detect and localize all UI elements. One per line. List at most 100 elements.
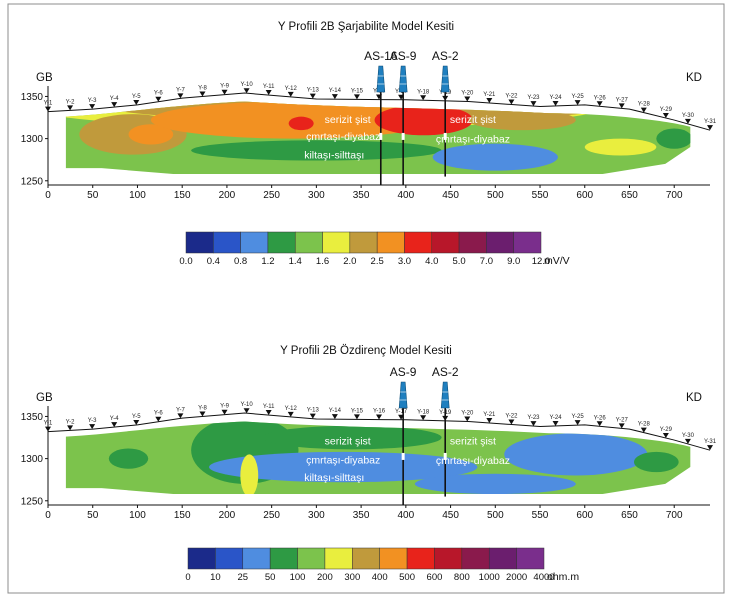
well-marker — [379, 132, 383, 140]
colorbar-swatch — [297, 547, 326, 570]
colorbar-tick-label: 0.4 — [207, 256, 220, 267]
well-label: AS-16 — [364, 49, 398, 63]
x-tick-label: 50 — [87, 510, 99, 521]
colorbar-swatch — [516, 547, 545, 570]
lithology-label: serizit şist — [450, 114, 496, 126]
station-marker — [67, 105, 74, 111]
station-marker — [243, 88, 250, 94]
region-orange-left — [128, 124, 174, 145]
colorbar-swatch — [376, 231, 405, 254]
y-tick-label: 1250 — [21, 176, 44, 187]
station-marker — [618, 103, 625, 109]
station-label: Y-14 — [329, 88, 342, 94]
station-label: Y-10 — [241, 82, 254, 88]
station-label: Y-5 — [132, 414, 141, 420]
colorbar-tick-label: 7.0 — [480, 256, 493, 267]
x-tick-label: 400 — [397, 190, 414, 201]
station-marker — [331, 94, 338, 100]
station-label: Y-11 — [263, 404, 275, 410]
station-marker — [574, 420, 581, 426]
colorbar-tick-label: 5.0 — [452, 256, 465, 267]
station-label: Y-25 — [572, 414, 585, 420]
station-marker — [243, 408, 250, 414]
colorbar-swatch — [486, 231, 514, 254]
colorbar-tick-label: 500 — [399, 572, 415, 583]
colorbar-tick-label: 3.0 — [398, 256, 411, 267]
region-blue-right — [504, 433, 648, 476]
well-derrick-icon — [440, 381, 450, 409]
x-tick-label: 600 — [576, 510, 593, 521]
colorbar-tick-label: 0.0 — [179, 256, 192, 267]
station-label: Y-24 — [549, 415, 562, 421]
colorbar-swatch — [461, 547, 490, 570]
region-blue-lower-right — [414, 473, 576, 495]
station-label: Y-25 — [572, 94, 585, 100]
colorbar-swatch — [187, 547, 216, 570]
well-label: AS-9 — [390, 365, 417, 379]
station-label: Y-4 — [110, 416, 119, 422]
station-marker — [67, 425, 74, 431]
station-marker — [640, 107, 647, 113]
station-label: Y-20 — [461, 410, 474, 416]
station-marker — [221, 89, 228, 95]
station-marker — [155, 96, 162, 102]
figure-frame — [7, 3, 725, 594]
colorbar-tick-label: 2.5 — [371, 256, 384, 267]
station-label: Y-29 — [660, 427, 673, 433]
colorbar-tick-label: 2000 — [506, 572, 527, 583]
station-marker — [287, 411, 294, 417]
station-marker — [221, 409, 228, 415]
station-marker — [618, 423, 625, 429]
lithology-label: çmrtaşı-diyabaz — [306, 131, 380, 143]
topography-line — [47, 92, 711, 131]
station-marker — [420, 415, 427, 421]
well-derrick-icon — [376, 65, 386, 93]
y-tick-label: 1250 — [21, 496, 44, 507]
well-derrick-icon — [440, 65, 450, 93]
station-marker — [331, 414, 338, 420]
well-marker — [401, 452, 405, 460]
colorbar-tick-label: 200 — [317, 572, 333, 583]
lithology-label: çmrtaşı-diyabaz — [436, 455, 510, 467]
colorbar-tick-label: 10 — [210, 572, 221, 583]
colorbar-swatch — [324, 547, 353, 570]
colorbar-swatch — [458, 231, 487, 254]
station-marker — [89, 104, 96, 110]
colorbar-swatch — [379, 547, 408, 570]
station-label: Y-9 — [220, 84, 229, 90]
colorbar-tick-label: 4000 — [533, 572, 554, 583]
station-label: Y-30 — [682, 433, 695, 439]
colorbar-swatch — [215, 547, 244, 570]
colorbar-swatch — [267, 231, 296, 254]
lithology-label: serizit şist — [450, 436, 496, 448]
station-marker — [265, 90, 272, 96]
colorbar-tick-label: 600 — [427, 572, 443, 583]
colorbar-tick-label: 12.0 — [532, 256, 551, 267]
station-marker — [508, 99, 515, 105]
x-tick-label: 500 — [487, 510, 504, 521]
colorbar-tick-label: 1.2 — [261, 256, 274, 267]
station-label: Y-23 — [527, 95, 540, 101]
station-marker — [464, 96, 471, 102]
station-marker — [662, 113, 669, 119]
lithology-label: serizit şist — [325, 436, 371, 448]
colorbar-swatch — [213, 231, 241, 254]
station-marker — [707, 125, 713, 131]
x-tick-label: 300 — [308, 190, 325, 201]
station-label: Y-30 — [682, 113, 695, 119]
station-label: Y-23 — [527, 415, 540, 421]
colorbar-unit: ohm.m — [547, 571, 579, 583]
region-green-dark-mid — [262, 425, 442, 450]
x-tick-label: 50 — [87, 190, 99, 201]
colorbar-tick-label: 400 — [372, 572, 388, 583]
x-tick-label: 700 — [666, 190, 683, 201]
station-marker — [464, 416, 471, 422]
region-blue-main — [209, 451, 478, 483]
station-label: Y-21 — [483, 92, 496, 98]
x-tick-label: 250 — [263, 510, 280, 521]
station-label: Y-10 — [241, 402, 254, 408]
x-tick-label: 350 — [353, 510, 370, 521]
colorbar-swatch — [431, 231, 460, 254]
lithology-label: serizit şist — [325, 114, 371, 126]
